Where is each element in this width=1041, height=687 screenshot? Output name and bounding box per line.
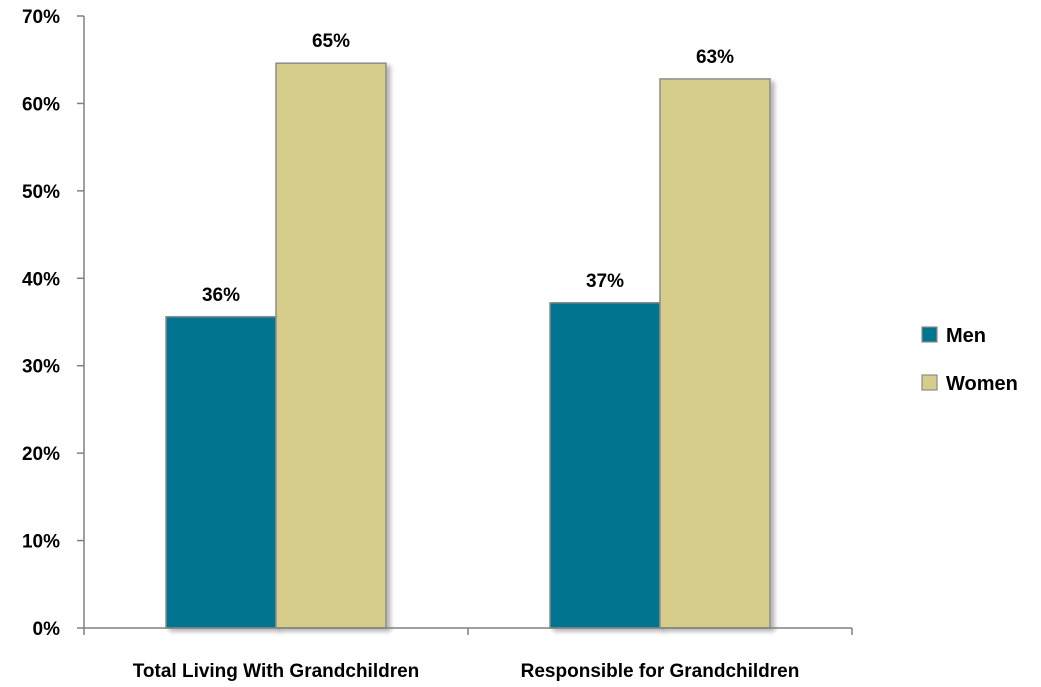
y-tick-label: 0% bbox=[33, 619, 61, 640]
bar-women bbox=[275, 62, 387, 629]
category-labels: Total Living With Grandchildren Responsib… bbox=[133, 661, 800, 682]
data-label: 63% bbox=[696, 47, 734, 68]
y-tick-label: 50% bbox=[22, 182, 60, 203]
category-label: Total Living With Grandchildren bbox=[133, 661, 420, 682]
bar-men bbox=[165, 316, 277, 629]
y-tick-label: 60% bbox=[22, 94, 60, 115]
legend-swatch-women bbox=[921, 374, 938, 391]
y-tick-label: 30% bbox=[22, 357, 60, 378]
y-tick-label: 70% bbox=[22, 7, 60, 28]
y-tick-label: 10% bbox=[22, 532, 60, 553]
x-axis-ticks bbox=[83, 628, 853, 635]
data-label: 36% bbox=[202, 285, 240, 306]
bar-men bbox=[549, 302, 661, 629]
data-label: 65% bbox=[312, 31, 350, 52]
category-label: Responsible for Grandchildren bbox=[521, 661, 800, 682]
data-label: 37% bbox=[586, 271, 624, 292]
y-tick-label: 40% bbox=[22, 269, 60, 290]
legend-swatch-men bbox=[921, 326, 938, 343]
legend: Men Women bbox=[921, 325, 1018, 395]
legend-label-men: Men bbox=[946, 325, 986, 347]
y-axis-ticks: 0% 10% 20% 30% 40% 50% 60% 70% bbox=[22, 7, 84, 640]
data-labels: 36% 65% 37% 63% bbox=[202, 31, 734, 306]
y-tick-label: 20% bbox=[22, 444, 60, 465]
bar-women bbox=[659, 78, 771, 629]
bars bbox=[165, 62, 771, 629]
legend-label-women: Women bbox=[946, 373, 1018, 395]
